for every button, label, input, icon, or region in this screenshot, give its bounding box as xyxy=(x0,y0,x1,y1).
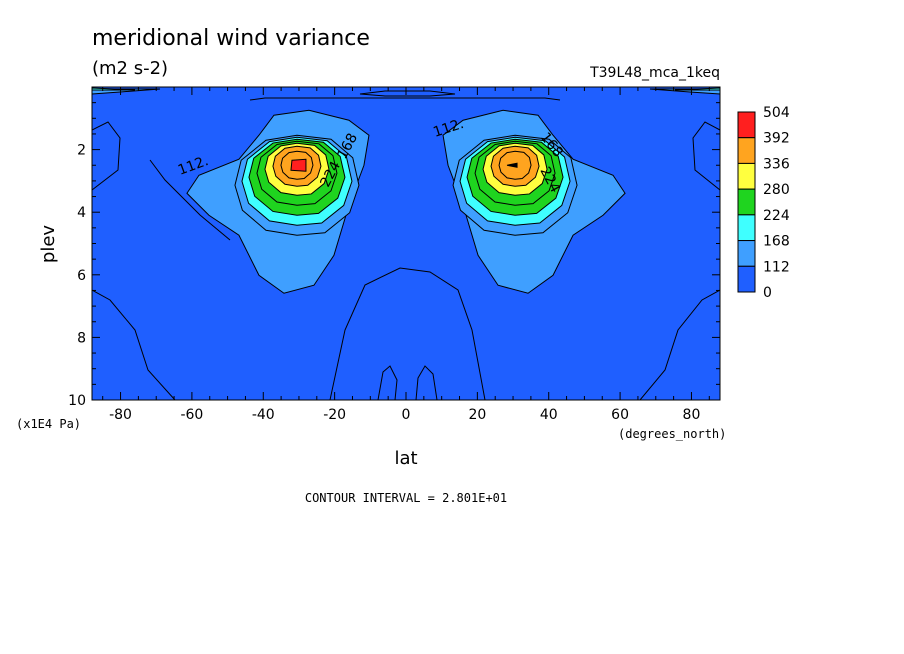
contour-line-4 xyxy=(92,289,176,400)
x-tick-label: 20 xyxy=(468,407,486,423)
x-axis-label: lat xyxy=(394,448,417,469)
x-tick-label: 40 xyxy=(540,407,558,423)
contour-interval-text: CONTOUR INTERVAL = 2.801E+01 xyxy=(305,491,507,505)
fill-max-north xyxy=(506,162,518,168)
x-tick-label: -40 xyxy=(252,407,275,423)
legend-swatch xyxy=(737,111,756,139)
y-axis-units: (x1E4 Pa) xyxy=(16,417,81,431)
contour-line-6 xyxy=(329,267,486,400)
legend-label: 280 xyxy=(763,182,790,198)
contour-line-3 xyxy=(692,121,720,191)
legend-swatch xyxy=(737,265,756,293)
color-legend: 504 392 336 280 224 168 112 0 xyxy=(737,105,790,301)
contour-lines xyxy=(92,90,720,400)
x-tick-label: 60 xyxy=(611,407,629,423)
fill-background xyxy=(92,87,720,400)
contour-line-8 xyxy=(415,365,438,400)
y-tick-label: 2 xyxy=(77,143,86,159)
x-tick-label: -60 xyxy=(180,407,203,423)
y-tick-label: 10 xyxy=(68,393,86,409)
plot-title: meridional wind variance xyxy=(92,26,370,51)
x-tick-label: 80 xyxy=(683,407,701,423)
legend-swatch xyxy=(737,240,756,267)
y-tick-label: 4 xyxy=(77,205,86,221)
contour-line-2 xyxy=(92,121,121,191)
legend-swatch xyxy=(737,162,756,190)
legend-label: 168 xyxy=(763,234,790,250)
y-tick-label: 6 xyxy=(77,268,86,284)
legend-swatch xyxy=(737,188,756,216)
legend-label: 224 xyxy=(763,208,790,224)
legend-swatch xyxy=(737,137,756,164)
dataset-label: T39L48_mca_1keq xyxy=(589,65,720,81)
units-label: (m2 s-2) xyxy=(92,58,168,79)
contour-line-5 xyxy=(639,289,720,400)
contour-line-0 xyxy=(249,97,561,101)
x-tick-label: 0 xyxy=(402,407,411,423)
legend-label: 504 xyxy=(763,105,790,121)
contour-line-7 xyxy=(377,365,398,400)
legend-label: 112 xyxy=(763,259,790,275)
legend-swatch xyxy=(737,214,756,242)
contour-line-9 xyxy=(149,159,231,241)
legend-label: 0 xyxy=(763,285,772,301)
legend-label: 392 xyxy=(763,131,790,147)
contour-line-1 xyxy=(359,90,456,97)
x-axis-units: (degrees_north) xyxy=(618,427,726,441)
contour-fills xyxy=(92,87,720,400)
y-tick-label: 8 xyxy=(77,330,86,346)
x-tick-label: -20 xyxy=(323,407,346,423)
y-axis-label: plev xyxy=(38,225,59,264)
fill-max-south xyxy=(290,158,307,172)
fill-top-right-2 xyxy=(674,87,720,91)
legend-label: 336 xyxy=(763,156,790,172)
x-tick-label: -80 xyxy=(109,407,132,423)
axes: -80 -60 -40 -20 0 20 40 60 80 2 4 6 8 10 xyxy=(68,87,720,423)
